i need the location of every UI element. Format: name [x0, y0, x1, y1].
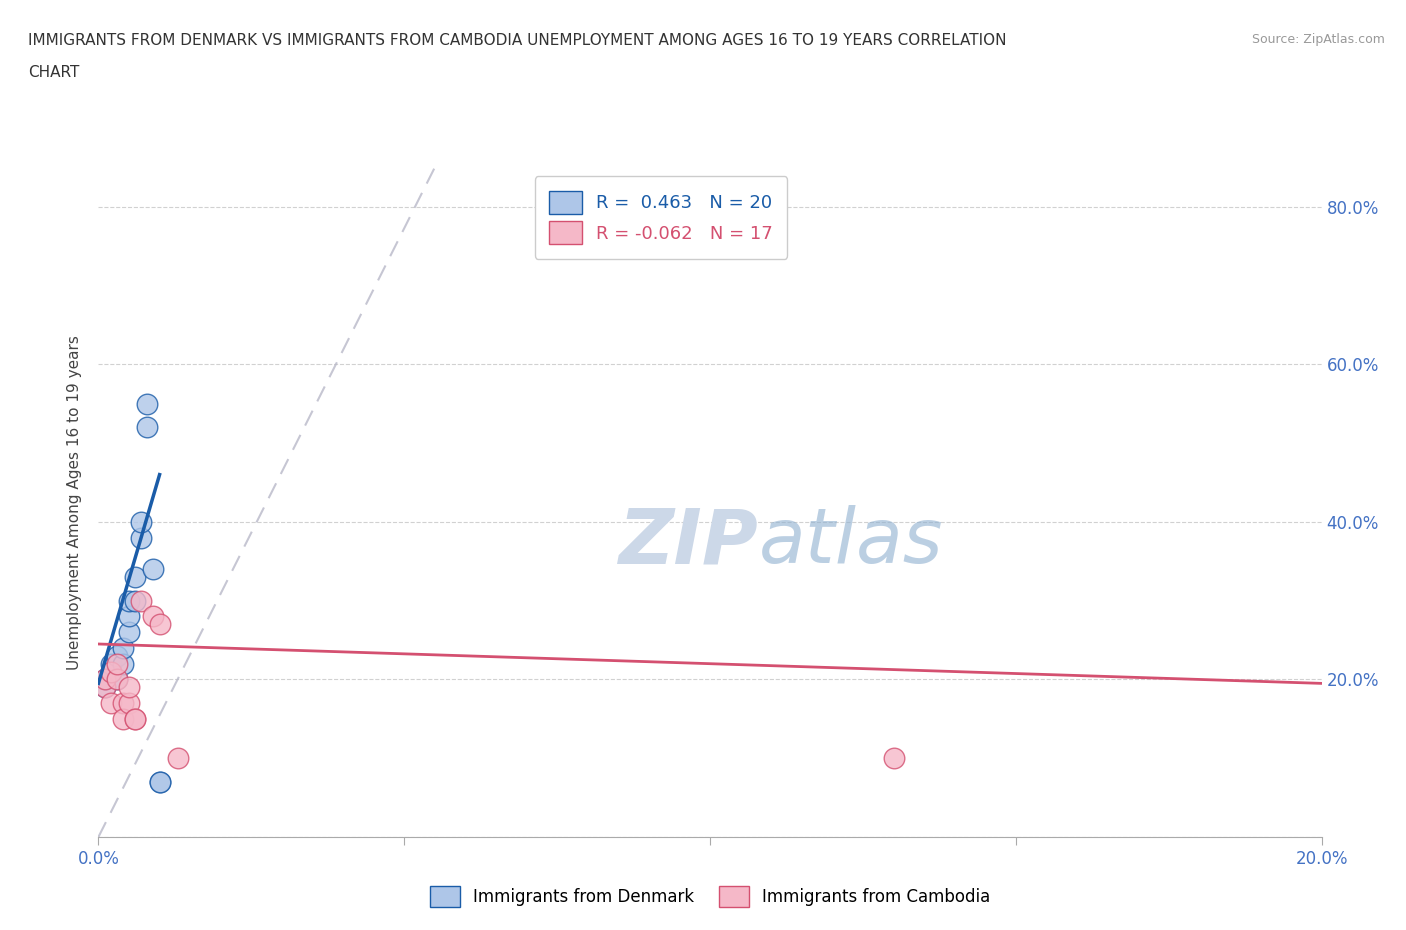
Point — [111, 657, 134, 671]
Legend: Immigrants from Denmark, Immigrants from Cambodia: Immigrants from Denmark, Immigrants from… — [422, 878, 998, 916]
Point — [142, 609, 165, 624]
Text: IMMIGRANTS FROM DENMARK VS IMMIGRANTS FROM CAMBODIA UNEMPLOYMENT AMONG AGES 16 T: IMMIGRANTS FROM DENMARK VS IMMIGRANTS FR… — [28, 33, 1007, 47]
Point — [118, 625, 141, 640]
Point — [124, 711, 146, 726]
Point — [93, 672, 115, 687]
Y-axis label: Unemployment Among Ages 16 to 19 years: Unemployment Among Ages 16 to 19 years — [67, 335, 83, 670]
Point — [118, 696, 141, 711]
Point — [100, 696, 122, 711]
Point — [129, 593, 152, 608]
Point — [118, 609, 141, 624]
Point — [111, 711, 134, 726]
Point — [100, 657, 122, 671]
Point — [105, 672, 128, 687]
Point — [93, 680, 115, 695]
Point — [124, 569, 146, 584]
Point — [149, 775, 172, 790]
Text: CHART: CHART — [28, 65, 80, 80]
Point — [883, 751, 905, 765]
Point — [118, 593, 141, 608]
Point — [167, 751, 190, 765]
Point — [105, 657, 128, 671]
Point — [100, 664, 122, 679]
Point — [129, 530, 152, 545]
Point — [93, 680, 115, 695]
Point — [118, 680, 141, 695]
Point — [111, 696, 134, 711]
Point — [149, 617, 172, 631]
Point — [136, 420, 159, 435]
Point — [124, 711, 146, 726]
Point — [142, 562, 165, 577]
Point — [136, 396, 159, 411]
Text: ZIP: ZIP — [619, 505, 759, 579]
Point — [129, 514, 152, 529]
Point — [105, 672, 128, 687]
Point — [124, 593, 146, 608]
Point — [149, 775, 172, 790]
Point — [105, 648, 128, 663]
Point — [93, 672, 115, 687]
Text: Source: ZipAtlas.com: Source: ZipAtlas.com — [1251, 33, 1385, 46]
Point — [100, 664, 122, 679]
Text: atlas: atlas — [759, 505, 943, 579]
Point — [111, 641, 134, 656]
